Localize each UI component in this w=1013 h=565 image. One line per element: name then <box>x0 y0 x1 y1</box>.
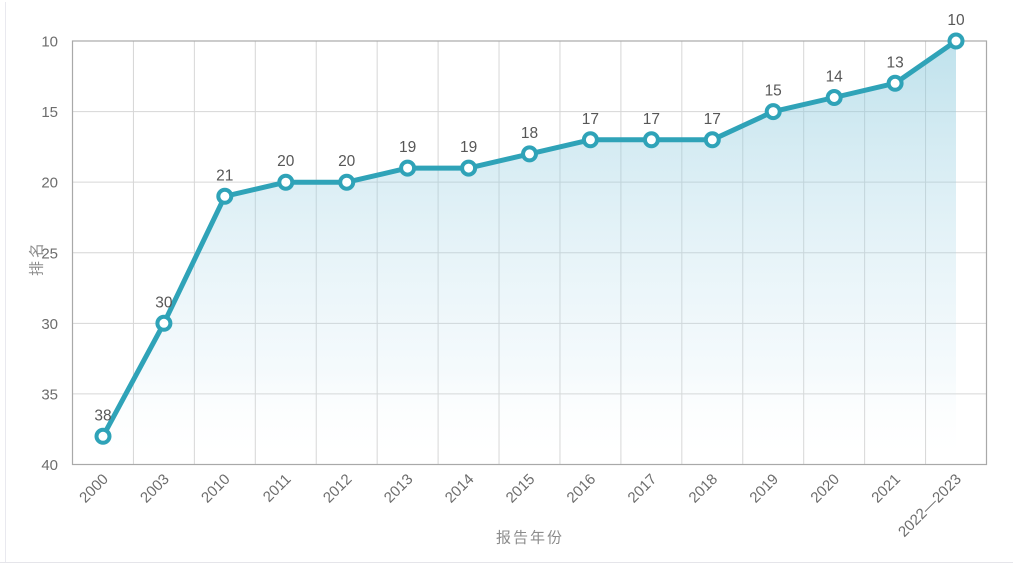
x-tick-label: 2010 <box>198 471 234 507</box>
data-point-marker <box>94 427 112 445</box>
data-point-marker <box>947 32 965 50</box>
y-tick-label: 20 <box>41 175 58 192</box>
x-tick-label: 2016 <box>564 471 600 507</box>
data-point-marker <box>521 145 538 163</box>
value-label: 13 <box>886 54 903 71</box>
y-axis-title: 排名 <box>28 239 46 277</box>
data-point-marker <box>155 314 173 332</box>
x-tick-label: 2013 <box>381 471 417 507</box>
value-label: 17 <box>582 111 599 128</box>
x-tick-label: 2021 <box>868 471 904 507</box>
data-point-marker <box>642 131 660 149</box>
x-tick-label: 2017 <box>625 471 661 507</box>
y-tick-label: 30 <box>41 316 58 333</box>
value-label: 20 <box>277 153 295 170</box>
area-fill <box>103 41 956 465</box>
value-label: 38 <box>94 407 111 424</box>
value-label: 19 <box>399 139 416 156</box>
x-tick-label: 2000 <box>76 471 112 507</box>
value-label: 18 <box>521 125 538 142</box>
value-label: 17 <box>643 111 660 128</box>
value-label: 10 <box>947 12 965 29</box>
data-point-marker <box>277 173 295 191</box>
data-point-marker <box>825 89 843 106</box>
value-label: 19 <box>460 139 477 156</box>
value-label: 21 <box>216 167 233 184</box>
x-tick-label: 2022—2023 <box>895 471 965 541</box>
x-tick-label: 2020 <box>807 471 843 507</box>
x-tick-label: 2018 <box>686 471 722 507</box>
y-tick-label: 40 <box>41 457 58 474</box>
x-tick-label: 2015 <box>503 471 539 507</box>
data-point-marker <box>886 74 904 92</box>
value-label: 30 <box>155 294 173 311</box>
data-point-marker <box>399 159 417 177</box>
x-tick-label: 2011 <box>260 471 295 506</box>
y-tick-label: 25 <box>41 245 58 262</box>
data-point-marker <box>703 131 721 149</box>
data-point-marker <box>460 159 478 177</box>
data-point-marker <box>581 131 599 149</box>
x-tick-label: 2012 <box>320 471 356 507</box>
card-left-border <box>5 2 6 562</box>
y-tick-label: 35 <box>41 386 58 403</box>
value-label: 15 <box>765 83 782 100</box>
x-axis-title: 报告年份 <box>495 529 565 547</box>
y-tick-label: 15 <box>41 104 58 121</box>
value-label: 20 <box>338 153 356 170</box>
x-tick-label: 2019 <box>746 471 782 507</box>
data-point-marker <box>764 103 782 121</box>
data-point-marker <box>338 173 356 191</box>
data-point-marker <box>216 187 234 205</box>
x-tick-label: 2014 <box>442 471 478 507</box>
value-label: 14 <box>826 69 844 86</box>
y-tick-label: 10 <box>41 34 58 51</box>
card-bottom-border <box>0 562 1013 563</box>
x-tick-label: 2003 <box>137 471 173 507</box>
value-label: 17 <box>704 111 721 128</box>
